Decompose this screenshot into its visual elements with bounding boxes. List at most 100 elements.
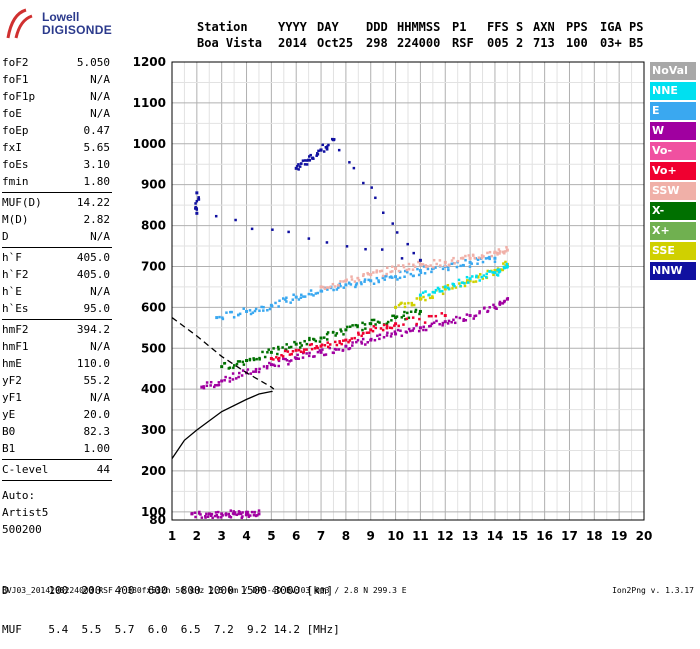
param-value: 1.00	[83, 442, 111, 455]
param-key: fmin	[2, 175, 29, 188]
param-row: MUF(D) 14.22	[2, 195, 110, 210]
data-point	[443, 287, 447, 291]
param-value: 0.47	[83, 124, 111, 137]
data-point	[378, 321, 381, 324]
data-point	[418, 317, 421, 321]
data-point	[403, 305, 407, 309]
data-point	[224, 375, 227, 379]
data-point	[367, 278, 370, 282]
auto-l3: 500200	[2, 523, 42, 536]
x-tick-label: 16	[536, 529, 553, 543]
data-point	[390, 276, 394, 279]
data-point	[292, 293, 295, 297]
data-point	[216, 384, 219, 387]
data-point	[291, 298, 295, 301]
param-row: foF1p N/A	[2, 89, 110, 104]
data-point	[407, 301, 410, 305]
data-point	[417, 329, 421, 333]
data-point	[476, 258, 480, 262]
data-point	[405, 317, 409, 321]
param-row: yE 20.0	[2, 407, 110, 422]
data-point	[220, 379, 224, 383]
data-point	[441, 324, 444, 327]
data-point	[468, 256, 472, 260]
data-point	[490, 254, 494, 258]
x-tick-label: 3	[218, 529, 226, 543]
data-point	[369, 328, 373, 332]
x-tick-label: 4	[242, 529, 250, 543]
data-point	[367, 272, 370, 276]
data-point	[356, 325, 359, 329]
data-point	[351, 344, 354, 347]
data-point	[230, 310, 233, 314]
data-point	[350, 278, 354, 281]
data-point	[317, 149, 320, 153]
param-row: B0 82.3	[2, 424, 110, 439]
data-point	[394, 267, 398, 271]
param-value: 55.2	[83, 374, 111, 387]
data-point	[253, 309, 257, 313]
data-point	[209, 514, 213, 518]
data-point	[218, 315, 221, 319]
data-point	[401, 264, 405, 267]
data-point	[464, 254, 467, 258]
data-point	[393, 324, 396, 327]
data-point	[372, 282, 376, 286]
data-point	[424, 264, 428, 267]
data-point	[312, 157, 315, 160]
data-point	[443, 260, 447, 264]
x-tick-label: 7	[317, 529, 325, 543]
data-point	[297, 163, 300, 166]
data-point	[335, 343, 339, 347]
param-value: 110.0	[76, 357, 110, 370]
data-point	[332, 288, 335, 292]
data-point	[373, 338, 377, 342]
data-point	[376, 334, 379, 338]
data-point	[386, 331, 389, 335]
data-point	[266, 351, 269, 354]
data-point	[305, 342, 309, 346]
data-point	[403, 302, 407, 305]
param-row: B1 1.00	[2, 441, 110, 456]
data-point	[344, 328, 348, 332]
separator	[2, 192, 112, 193]
data-point	[388, 326, 392, 330]
series-w	[200, 297, 510, 390]
data-point	[421, 291, 425, 294]
data-point	[434, 266, 437, 269]
data-point	[385, 324, 389, 328]
data-point	[406, 311, 409, 315]
data-point	[238, 312, 242, 316]
data-point	[225, 311, 228, 314]
param-row: yF1 N/A	[2, 390, 110, 405]
data-point	[478, 310, 481, 313]
data-point	[248, 357, 252, 361]
data-point	[240, 374, 244, 377]
data-point	[370, 186, 373, 189]
data-point	[223, 362, 226, 365]
param-row: foF1 N/A	[2, 72, 110, 87]
data-point	[265, 365, 269, 368]
data-point	[344, 338, 348, 342]
data-point	[322, 285, 325, 289]
data-point	[374, 323, 377, 326]
data-point	[200, 385, 204, 389]
data-point	[415, 297, 419, 300]
series-ssw	[319, 246, 509, 290]
data-point	[319, 336, 323, 340]
data-point	[246, 368, 250, 371]
data-point	[348, 161, 351, 164]
data-point	[195, 199, 199, 203]
x-tick-label: 6	[292, 529, 300, 543]
data-point	[392, 314, 396, 318]
data-point	[348, 347, 352, 350]
data-point	[441, 267, 445, 271]
data-point	[503, 266, 507, 269]
data-point	[323, 344, 327, 347]
data-point	[272, 363, 275, 367]
data-point	[504, 264, 507, 267]
param-row: foF2 5.050	[2, 55, 110, 70]
param-value: 5.65	[83, 141, 111, 154]
x-tick-label: 19	[611, 529, 628, 543]
data-point	[287, 363, 290, 366]
